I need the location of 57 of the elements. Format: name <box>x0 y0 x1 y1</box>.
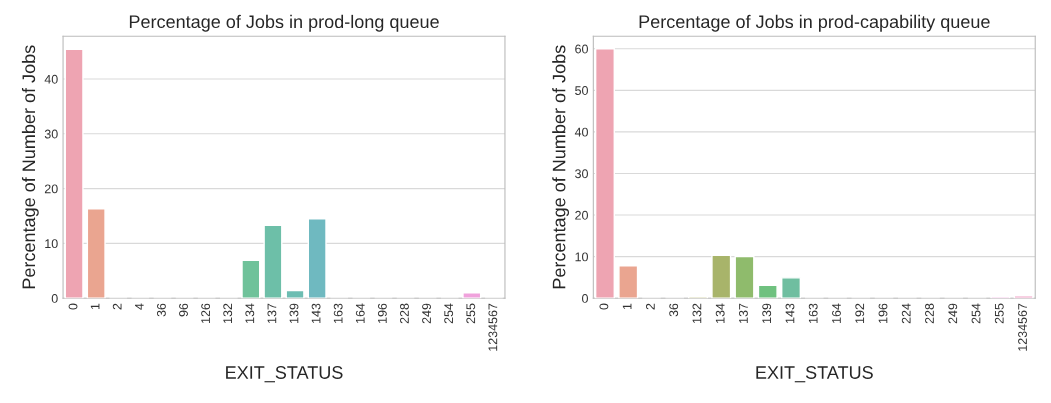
x-tick-label: 4 <box>135 303 144 310</box>
x-tick-label: 163 <box>808 303 818 323</box>
x-tick-label: 2 <box>645 303 655 310</box>
x-tick-label: 163 <box>333 303 343 323</box>
y-tick-label: 20 <box>575 210 588 220</box>
y-tick-label: 30 <box>44 129 58 139</box>
x-tick-label: 192 <box>855 303 865 323</box>
x-tick-label: 0 <box>599 303 609 310</box>
y-axis-title: Percentage of Number of Jobs <box>21 45 39 289</box>
y-tick-label: 50 <box>575 86 588 95</box>
x-tick-label: 249 <box>422 303 431 324</box>
x-tick-label: 134 <box>715 303 725 323</box>
x-axis-title: EXIT_STATUS <box>226 366 343 383</box>
y-tick-label: 20 <box>44 184 58 194</box>
x-tick-label: 224 <box>901 303 911 324</box>
x-tick-label: 36 <box>156 303 166 317</box>
x-axis-title: EXIT_STATUS <box>756 366 873 383</box>
y-axis-title: Percentage of Number of Jobs <box>552 45 570 289</box>
x-tick-label: 1 <box>622 303 632 310</box>
x-tick-label: 143 <box>785 303 795 323</box>
x-tick-label: 137 <box>267 303 277 323</box>
x-tick-label: 126 <box>201 303 211 323</box>
x-tick-label: 255 <box>466 303 476 324</box>
y-tick-label: 60 <box>575 44 588 54</box>
x-tick-label: 228 <box>925 303 934 324</box>
chart-title: Percentage of Jobs in prod-long queue <box>129 14 439 32</box>
x-tick-label: 1 <box>90 303 100 310</box>
y-tick-label: 0 <box>51 294 58 303</box>
x-tick-label: 228 <box>400 303 409 324</box>
x-tick-label: 164 <box>832 303 841 323</box>
x-tick-label: 254 <box>971 303 981 324</box>
x-tick-label: 96 <box>179 303 188 317</box>
x-tick-label: 196 <box>377 303 387 323</box>
x-tick-label: 254 <box>444 303 454 324</box>
x-tick-label: 1234567 <box>1018 303 1027 351</box>
x-tick-label: 36 <box>669 303 679 317</box>
y-tick-label: 40 <box>44 74 58 84</box>
y-tick-label: 30 <box>575 169 588 179</box>
y-tick-label: 10 <box>45 239 58 249</box>
chart-title: Percentage of Jobs in prod-capability queue <box>639 14 990 32</box>
x-tick-label: 139 <box>289 303 299 323</box>
x-tick-label: 143 <box>311 303 321 323</box>
x-tick-label: 134 <box>245 303 255 323</box>
x-tick-label: 249 <box>948 303 958 324</box>
x-tick-label: 137 <box>739 303 748 323</box>
x-tick-label: 1234567 <box>488 303 498 351</box>
x-tick-label: 132 <box>223 303 233 323</box>
x-tick-label: 164 <box>355 303 365 323</box>
y-tick-label: 0 <box>582 294 588 303</box>
x-tick-label: 196 <box>878 303 888 323</box>
y-tick-label: 10 <box>575 252 588 262</box>
x-tick-label: 132 <box>692 303 702 323</box>
x-tick-label: 0 <box>68 303 78 310</box>
x-tick-label: 139 <box>762 303 772 323</box>
x-tick-label: 255 <box>994 303 1004 324</box>
x-tick-label: 2 <box>112 303 122 310</box>
y-tick-label: 40 <box>574 127 588 137</box>
